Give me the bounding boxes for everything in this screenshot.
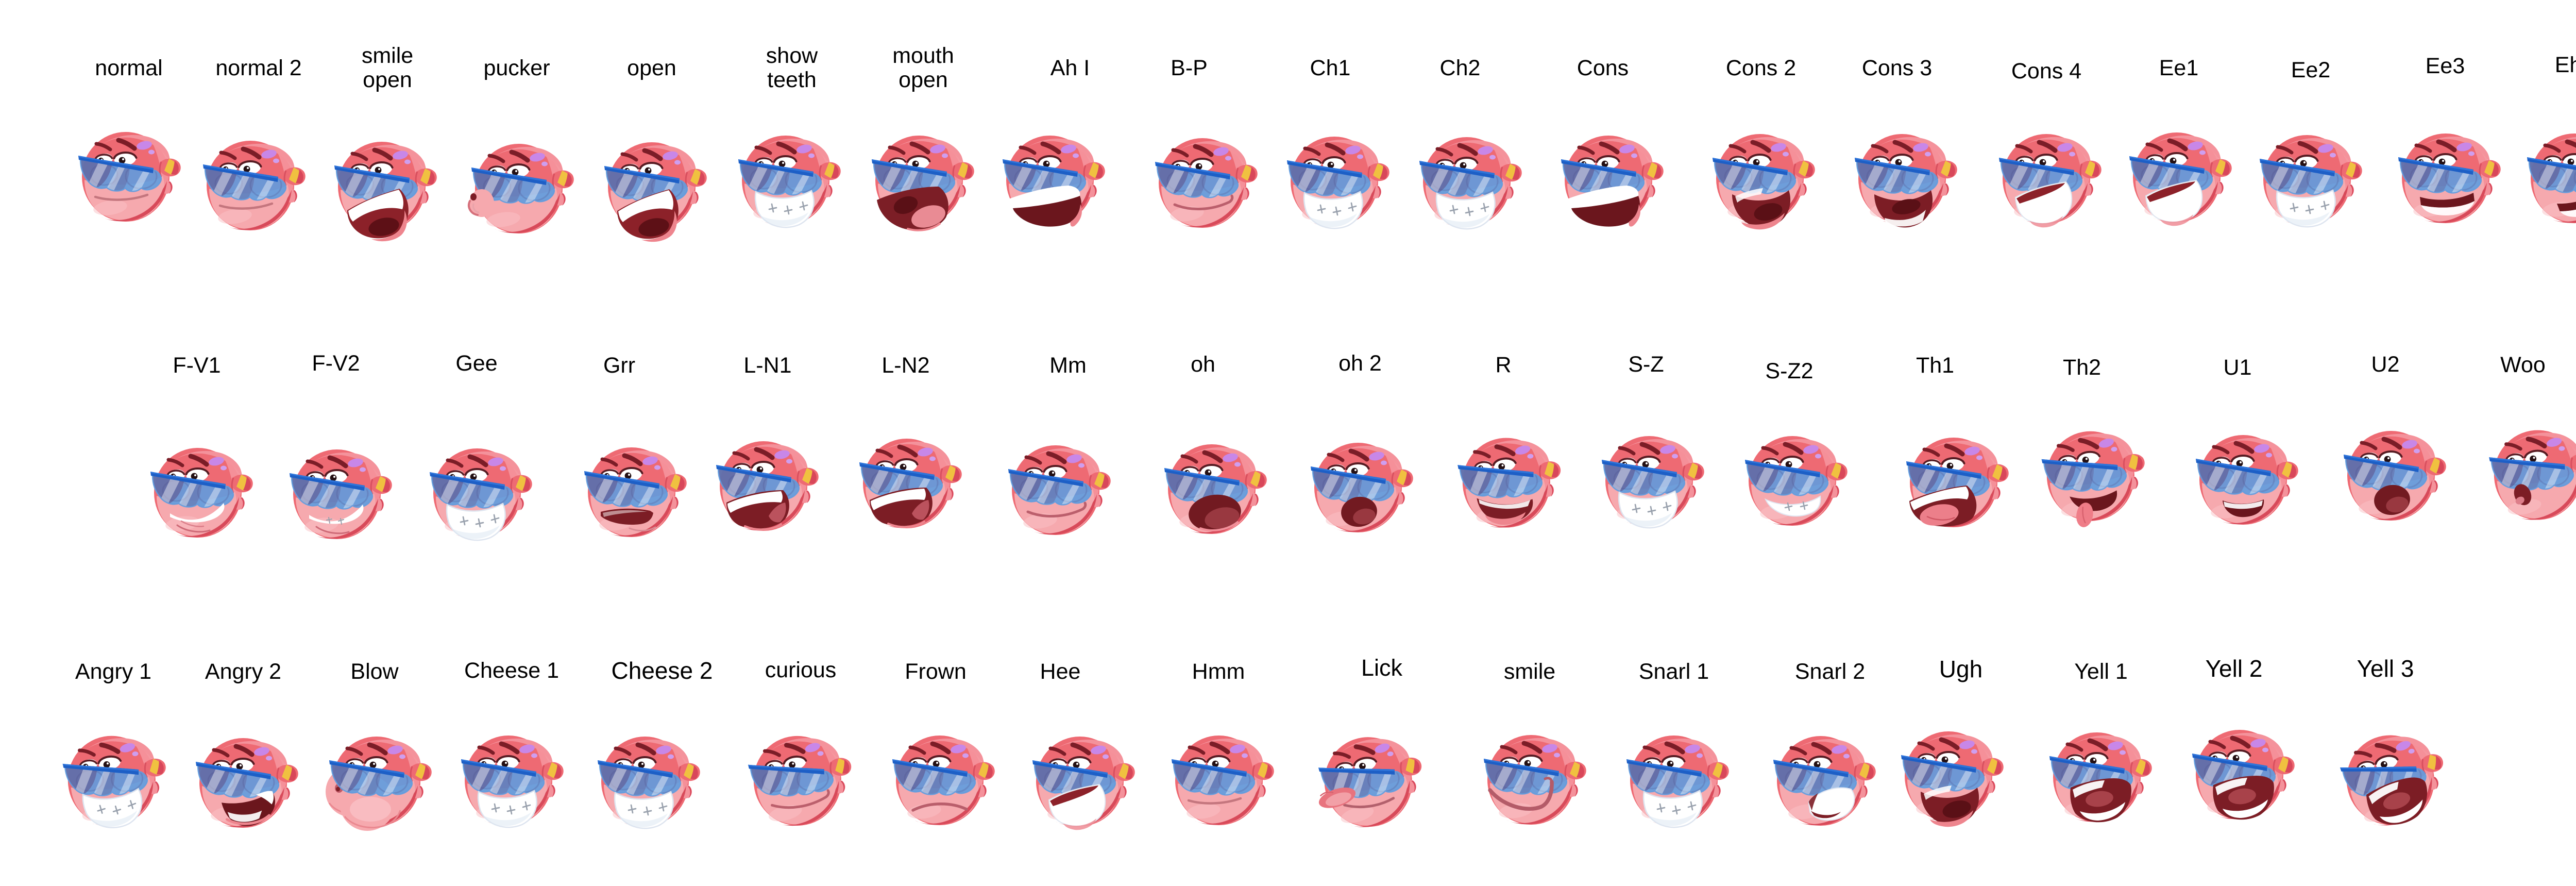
svg-text:Woo: Woo <box>2500 353 2546 377</box>
svg-text:Cons 3: Cons 3 <box>1862 56 1932 80</box>
svg-text:Cons 4: Cons 4 <box>2011 59 2081 83</box>
svg-text:F-V2: F-V2 <box>312 351 360 376</box>
svg-text:Grr: Grr <box>603 353 635 378</box>
svg-text:Yell 2: Yell 2 <box>2206 655 2263 682</box>
svg-text:Ah I: Ah I <box>1050 56 1090 80</box>
svg-text:Snarl 2: Snarl 2 <box>1795 659 1865 684</box>
svg-text:Eh: Eh <box>2555 53 2576 77</box>
svg-text:Ee3: Ee3 <box>2426 54 2465 78</box>
svg-text:U2: U2 <box>2371 352 2400 377</box>
svg-text:Snarl 1: Snarl 1 <box>1639 659 1709 684</box>
svg-text:Ch2: Ch2 <box>1440 56 1481 80</box>
svg-text:Frown: Frown <box>905 659 966 684</box>
svg-text:Hmm: Hmm <box>1192 659 1245 684</box>
svg-text:Yell 1: Yell 1 <box>2074 659 2128 684</box>
svg-text:Cons: Cons <box>1577 56 1629 80</box>
svg-text:R: R <box>1495 353 1511 377</box>
svg-text:Yell 3: Yell 3 <box>2357 655 2414 682</box>
svg-text:U1: U1 <box>2224 355 2252 380</box>
svg-text:Ugh: Ugh <box>1939 656 1982 682</box>
svg-text:Angry 1: Angry 1 <box>75 659 151 684</box>
svg-text:F-V1: F-V1 <box>173 353 221 378</box>
svg-text:Gee: Gee <box>455 351 497 376</box>
svg-text:mouth: mouth <box>892 43 954 68</box>
svg-text:normal: normal <box>95 56 162 80</box>
svg-text:S-Z: S-Z <box>1628 352 1664 377</box>
svg-text:teeth: teeth <box>767 68 817 92</box>
svg-text:Cheese 2: Cheese 2 <box>612 657 713 684</box>
svg-text:oh 2: oh 2 <box>1338 351 1382 376</box>
svg-text:B-P: B-P <box>1171 56 1208 80</box>
svg-text:Lick: Lick <box>1361 655 1403 681</box>
svg-text:Cons 2: Cons 2 <box>1726 56 1796 80</box>
svg-text:show: show <box>766 43 818 68</box>
svg-text:L-N2: L-N2 <box>882 353 929 378</box>
svg-text:Th1: Th1 <box>1916 353 1954 378</box>
svg-text:Ee2: Ee2 <box>2291 58 2331 82</box>
svg-text:smile: smile <box>1504 659 1555 684</box>
svg-text:curious: curious <box>765 658 837 682</box>
svg-text:Blow: Blow <box>350 659 399 684</box>
svg-text:L-N1: L-N1 <box>743 353 791 378</box>
svg-text:Ee1: Ee1 <box>2159 56 2199 80</box>
svg-text:normal 2: normal 2 <box>215 56 301 80</box>
svg-text:Ch1: Ch1 <box>1310 56 1351 80</box>
svg-text:Cheese 1: Cheese 1 <box>464 658 559 683</box>
svg-text:S-Z2: S-Z2 <box>1765 359 1813 383</box>
svg-text:open: open <box>363 68 412 92</box>
svg-text:oh: oh <box>1191 352 1215 377</box>
svg-text:pucker: pucker <box>483 56 550 80</box>
svg-text:open: open <box>627 56 676 80</box>
svg-text:open: open <box>899 68 948 92</box>
svg-text:Hee: Hee <box>1040 659 1081 684</box>
svg-text:smile: smile <box>362 43 413 68</box>
svg-text:Mm: Mm <box>1049 353 1087 378</box>
svg-text:Th2: Th2 <box>2063 355 2101 380</box>
svg-text:Angry 2: Angry 2 <box>205 659 281 684</box>
